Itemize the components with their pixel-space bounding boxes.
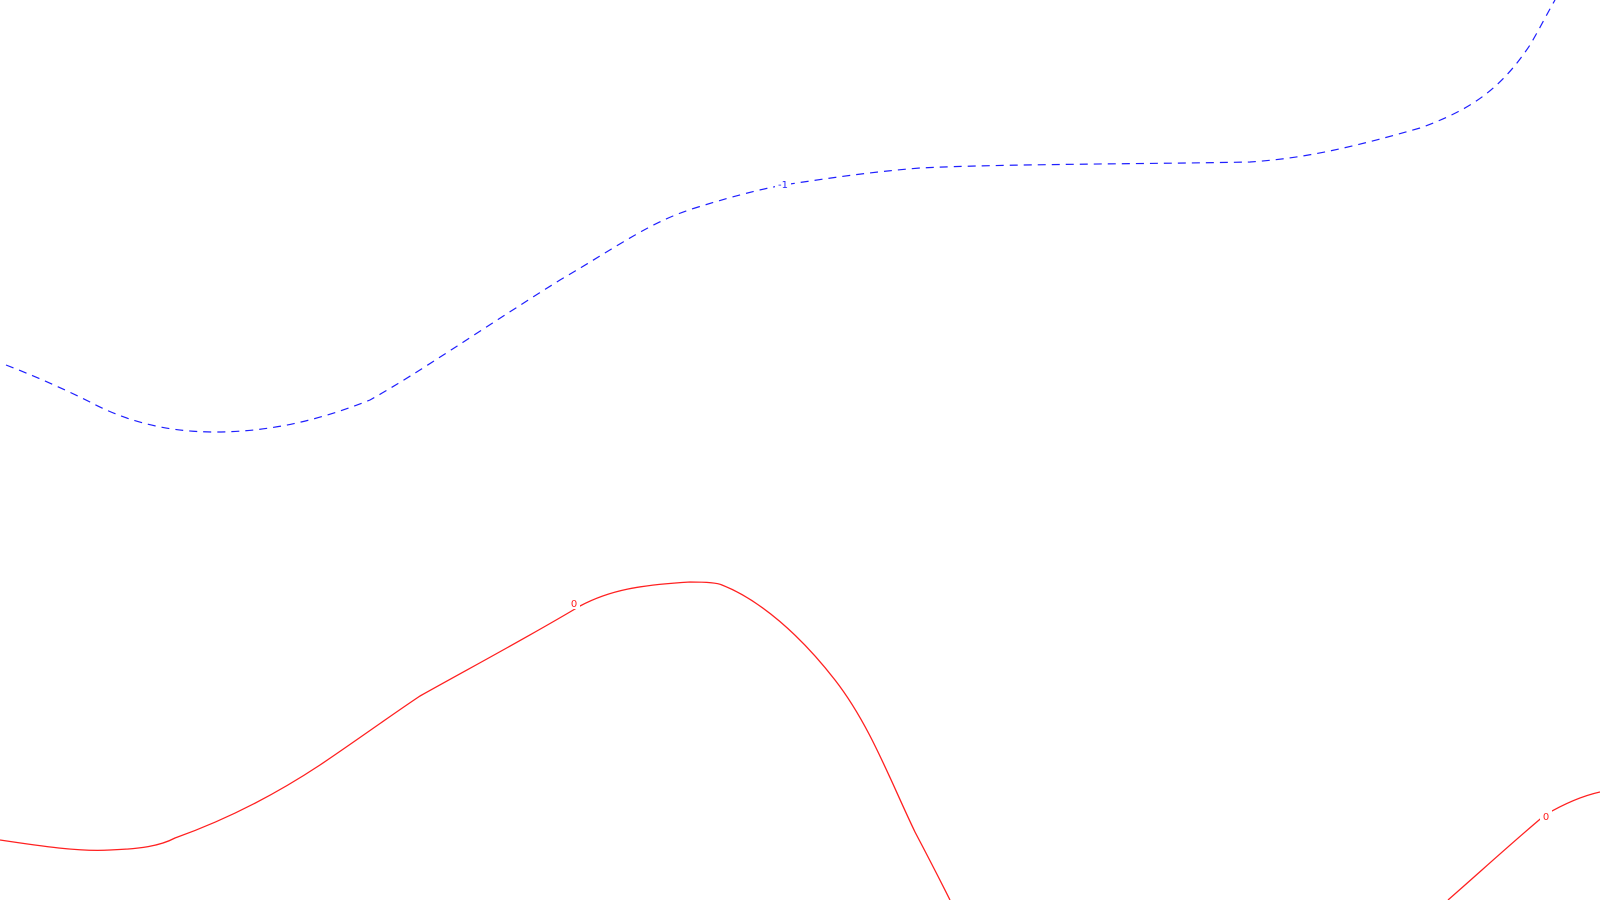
- contour-line-minus-1: -1: [5, 0, 1556, 433]
- contour-line-0-main: 0: [0, 581, 951, 900]
- contour-label-bg-0-corner: [1540, 810, 1552, 822]
- contour-label-0-corner: 0: [1543, 812, 1549, 823]
- contour-label-bg-0-main: [568, 597, 580, 609]
- contour-label-minus-1: -1: [778, 180, 788, 191]
- contour-path-0-main: [0, 581, 951, 900]
- contour-path-0-corner: [1447, 791, 1600, 900]
- contour-line-0-corner: 0: [1447, 791, 1600, 900]
- contour-path-minus-1: [5, 0, 1556, 433]
- contour-label-0-main: 0: [571, 599, 577, 610]
- contour-label-bg-minus-1: [775, 178, 791, 190]
